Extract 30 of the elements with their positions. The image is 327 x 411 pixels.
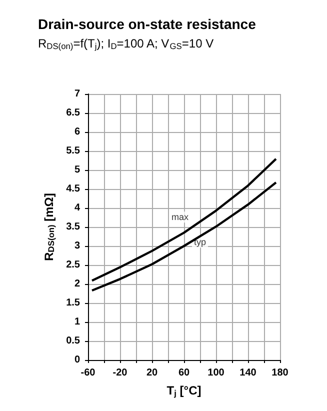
x-axis-title: Tj [°C] bbox=[166, 383, 202, 398]
y-tick-label: 6.5 bbox=[66, 108, 80, 118]
text: RDS(on)=f(Tj); ID=100 A; VGS=10 V bbox=[38, 36, 214, 51]
x-tick-label: -60 bbox=[80, 368, 96, 378]
chart-title: Drain-source on-state resistance bbox=[38, 16, 256, 32]
annotation: max bbox=[171, 212, 189, 222]
x-tick-label: 140 bbox=[240, 368, 257, 378]
y-tick-label: 4 bbox=[74, 202, 80, 214]
y-tick-label: 4.5 bbox=[66, 184, 80, 194]
y-tick-label: 5 bbox=[74, 164, 80, 176]
y-tick-label: 2.5 bbox=[66, 260, 80, 270]
line-series bbox=[90, 158, 278, 282]
y-axis-title: RDS(on) [mΩ] bbox=[42, 193, 56, 261]
x-tick-label: 180 bbox=[272, 368, 289, 378]
y-tick-label: 3 bbox=[74, 240, 80, 252]
x-tick-label: 60 bbox=[178, 368, 190, 378]
x-tick-label: 20 bbox=[146, 368, 158, 378]
y-tick-label: 6 bbox=[74, 126, 80, 138]
x-tick-label: 100 bbox=[208, 368, 225, 378]
y-tick-label: 0 bbox=[74, 354, 80, 366]
line-series bbox=[90, 181, 278, 292]
y-tick-label: 7 bbox=[74, 88, 80, 100]
y-tick-label: 0.5 bbox=[66, 336, 80, 346]
annotation: typ bbox=[194, 237, 206, 248]
y-tick-label: 1.5 bbox=[66, 298, 80, 308]
y-tick-label: 2 bbox=[74, 278, 80, 290]
y-tick-label: 5.5 bbox=[66, 146, 80, 156]
y-tick-label: 1 bbox=[74, 316, 80, 328]
x-tick-label: -20 bbox=[112, 368, 128, 378]
y-tick-label: 3.5 bbox=[66, 222, 80, 232]
